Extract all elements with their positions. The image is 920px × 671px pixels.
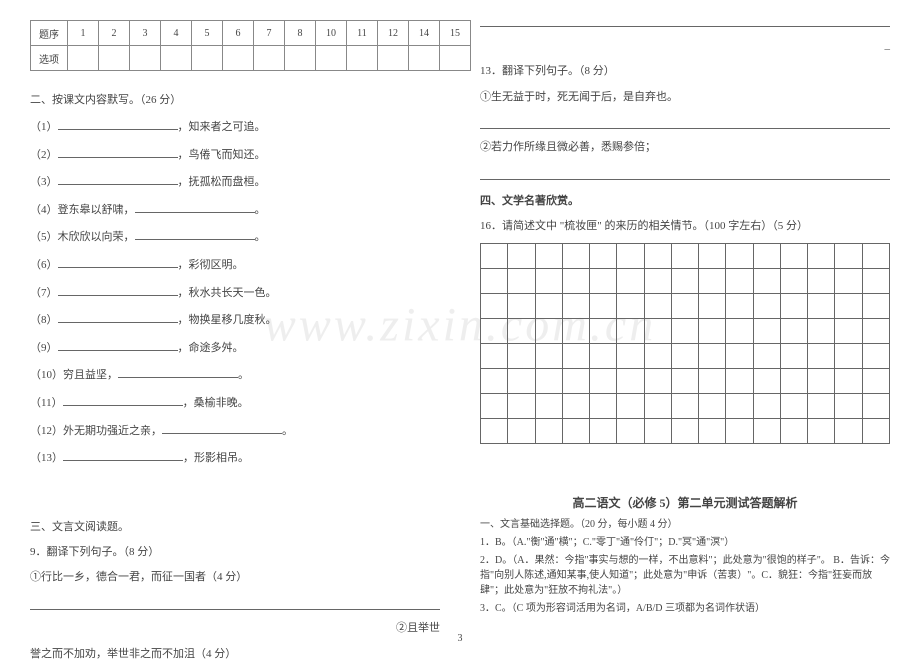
right-column: – 13．翻译下列句子。（8 分） ①生无益于时，死无闻于后，是自弃也。 ②若力… (480, 20, 890, 671)
answer-cell[interactable] (99, 46, 130, 71)
blank-input[interactable] (58, 172, 178, 185)
blank-input[interactable] (63, 393, 183, 406)
fill-blank-line: （13），形影相吊。 (30, 448, 440, 468)
two-column-layout: 题序 1 2 3 4 5 6 7 8 10 11 12 14 15 选项 (30, 20, 890, 671)
fill-blank-line: （12）外无期功强近之亲，。 (30, 421, 440, 441)
answer-cell[interactable] (378, 46, 409, 71)
blank-input[interactable] (162, 421, 282, 434)
question-text: 16．请简述文中 "梳妆匣" 的来历的相关情节。（100 字左右）（5 分） (480, 218, 890, 236)
col-header: 8 (285, 21, 316, 46)
answer-key-line: 一、文言基础选择题。（20 分，每小题 4 分） (480, 517, 890, 532)
fill-blank-line: （10）穷且益坚，。 (30, 365, 440, 385)
col-header: 14 (409, 21, 440, 46)
answer-cell[interactable] (285, 46, 316, 71)
section-4-title: 四、文学名著欣赏。 (480, 192, 890, 208)
fill-blank-line: （2），鸟倦飞而知还。 (30, 145, 440, 165)
answer-cell[interactable] (316, 46, 347, 71)
answer-cell[interactable] (409, 46, 440, 71)
answer-key-line: 2．D。（A．果然：今指"事实与想的一样，不出意料"；此处意为"很饱的样子"。 … (480, 553, 890, 598)
col-header: 6 (223, 21, 254, 46)
col-header: 5 (192, 21, 223, 46)
dash-mark: – (480, 43, 890, 55)
row-label: 选项 (31, 46, 68, 71)
answer-key-block: 一、文言基础选择题。（20 分，每小题 4 分） 1．B。（A."衡"通"横"；… (480, 517, 890, 616)
answer-cell[interactable] (130, 46, 161, 71)
answer-line[interactable] (480, 26, 890, 27)
section-2-title: 二、按课文内容默写。（26 分） (30, 91, 440, 107)
answer-cell[interactable] (161, 46, 192, 71)
fill-blank-line: （6），彩彻区明。 (30, 255, 440, 275)
row-label: 题序 (31, 21, 68, 46)
answer-cell[interactable] (192, 46, 223, 71)
answer-key-title: 高二语文（必修 5）第二单元测试答题解析 (480, 494, 890, 511)
answer-cell[interactable] (347, 46, 378, 71)
blank-input[interactable] (58, 255, 178, 268)
blank-input[interactable] (58, 310, 178, 323)
answer-key-line: 3．C。（C 项为形容词活用为名词，A/B/D 三项都为名词作状语） (480, 601, 890, 616)
table-row: 题序 1 2 3 4 5 6 7 8 10 11 12 14 15 (31, 21, 471, 46)
fill-blank-line: （7），秋水共长天一色。 (30, 283, 440, 303)
col-header: 1 (68, 21, 99, 46)
blank-input[interactable] (63, 448, 183, 461)
col-header: 2 (99, 21, 130, 46)
answer-key-line: 1．B。（A."衡"通"横"；C."零丁"通"伶仃"；D."冥"通"溟"） (480, 535, 890, 550)
col-header: 4 (161, 21, 192, 46)
blank-input[interactable] (58, 145, 178, 158)
translate-item: 誉之而不加劝，举世非之而不加沮（4 分） (30, 646, 440, 664)
col-header: 10 (316, 21, 347, 46)
writing-grid[interactable] (480, 243, 890, 444)
answer-cell[interactable] (440, 46, 471, 71)
translate-item: ②若力作所缘且微必善，悉赐参倍； (480, 139, 890, 157)
blank-input[interactable] (135, 200, 255, 213)
fill-blank-line: （11），桑榆非晚。 (30, 393, 440, 413)
fill-blank-line: （3），抚孤松而盘桓。 (30, 172, 440, 192)
answer-sequence-table: 题序 1 2 3 4 5 6 7 8 10 11 12 14 15 选项 (30, 20, 471, 71)
table-row: 选项 (31, 46, 471, 71)
section-3-title: 三、文言文阅读题。 (30, 518, 440, 534)
answer-line[interactable] (480, 167, 890, 180)
col-header: 12 (378, 21, 409, 46)
blank-input[interactable] (118, 365, 238, 378)
blank-input[interactable] (58, 117, 178, 130)
fill-blank-line: （9），命途多舛。 (30, 338, 440, 358)
translate-item: ①生无益于时，死无闻于后，是自弃也。 (480, 89, 890, 107)
answer-line[interactable] (30, 597, 440, 610)
answer-cell[interactable] (254, 46, 285, 71)
question-text: 9．翻译下列句子。（8 分） (30, 544, 440, 562)
fill-blank-line: （8），物换星移几度秋。 (30, 310, 440, 330)
blank-input[interactable] (135, 227, 255, 240)
answer-cell[interactable] (68, 46, 99, 71)
left-column: 题序 1 2 3 4 5 6 7 8 10 11 12 14 15 选项 (30, 20, 440, 671)
col-header: 3 (130, 21, 161, 46)
translate-item: ②且举世 (30, 620, 440, 638)
fill-blank-line: （1），知来者之可追。 (30, 117, 440, 137)
col-header: 11 (347, 21, 378, 46)
question-text: 13．翻译下列句子。（8 分） (480, 63, 890, 81)
translate-item: ①行比一乡，德合一君，而征一国者（4 分） (30, 569, 440, 587)
answer-line[interactable] (480, 116, 890, 129)
fill-blank-line: （5）木欣欣以向荣，。 (30, 227, 440, 247)
blank-input[interactable] (58, 338, 178, 351)
answer-cell[interactable] (223, 46, 254, 71)
blank-input[interactable] (58, 283, 178, 296)
col-header: 15 (440, 21, 471, 46)
fill-blank-line: （4）登东皋以舒啸，。 (30, 200, 440, 220)
col-header: 7 (254, 21, 285, 46)
